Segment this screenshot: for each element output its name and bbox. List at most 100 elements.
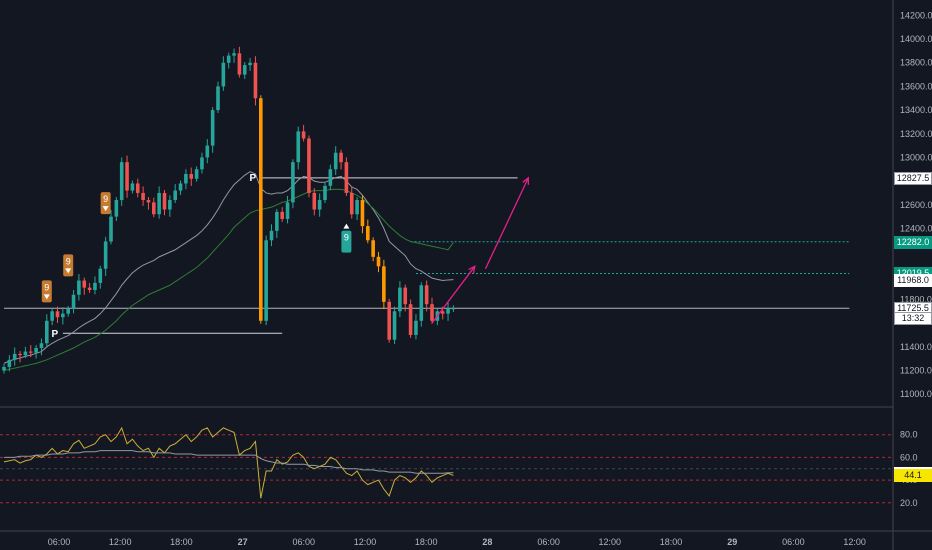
candle-body [168,200,172,210]
price-tick-label: 13800.0 [900,58,932,68]
price-tick-label: 11800.0 [900,294,932,304]
candle-body [93,282,97,290]
candle-body [71,294,76,309]
candle-body [339,152,343,163]
candle-body [253,62,258,99]
ema-line [3,171,454,364]
candle-body [184,174,188,184]
price-tick-label: 12600.0 [900,200,932,210]
candle-body [28,351,33,353]
candle-body [259,98,263,321]
time-tick-label: 18:00 [660,537,683,547]
candle-body [125,162,129,191]
pivot-high-label: P [249,173,256,184]
rsi-tick-label: 20.0 [900,498,918,508]
arrow-up-icon [343,223,350,229]
price-candles [2,46,456,374]
axis-tag-level-12827: 12827.5 [894,171,932,185]
candle-body [312,192,317,210]
arrow-down-icon [65,268,72,274]
candle-body [403,287,408,305]
td-nine-badge: 9 [63,254,74,277]
candle-body [451,308,456,310]
candle-body [376,256,381,267]
price-tick-label: 13600.0 [900,81,932,91]
time-tick-label: 28 [482,537,492,547]
candle-body [194,169,199,179]
candle-body [248,62,252,66]
axes: 14200.0 14000.0 13800.0 13600.0 13400.0 13200… [48,10,932,547]
price-tick-label: 13000.0 [900,152,932,162]
candle-body [23,351,28,356]
candle-body [264,240,268,321]
price-tick-label: 11400.0 [900,342,932,352]
arrow-head-icon [522,176,530,185]
candle-body [87,287,92,290]
price-tick-label: 14200.0 [900,10,932,20]
time-tick-label: 06:00 [782,537,805,547]
candle-body [360,200,365,227]
candle-body [419,285,424,321]
candle-body [152,202,156,215]
horizontal-levels[interactable] [4,177,850,334]
td-nine-badge: 9 [100,192,111,215]
pivot-low-label: P [52,329,59,340]
td-badge-label: 9 [103,194,108,204]
candle-body [317,200,322,210]
rsi-ma-line [4,450,454,474]
td-badge-label: 9 [66,256,71,266]
candle-body [157,192,161,215]
projection-arrow[interactable] [484,176,530,269]
candle-body [178,183,183,191]
time-tick-label: 12:00 [843,537,866,547]
candle-body [430,304,434,321]
sma-line [3,188,454,371]
candle-body [146,200,151,203]
td-badge-box [100,192,111,215]
td-nine-badge: 9 [41,280,52,303]
rsi-tick-label: 80.0 [900,430,918,440]
time-tick-label: 27 [238,537,248,547]
rsi-tick-label: 60.0 [900,452,918,462]
candle-body [2,366,6,371]
price-tick-label: 11000.0 [900,389,932,399]
arrow-head-icon [468,265,476,274]
candle-body [275,211,279,231]
time-tick-label: 12:00 [109,537,132,547]
candle-body [50,311,54,321]
candle-body [98,268,103,283]
price-tick-label: 13400.0 [900,105,932,115]
projection-arrows[interactable] [431,176,530,324]
candle-body [162,192,167,210]
td-badge-box [63,254,74,277]
candle-body [424,285,429,305]
axis-tag-rsi-value: 44.1 [894,469,932,483]
candle-body [12,353,17,360]
td-nine-badge: 9 [341,223,352,253]
candle-body [66,308,70,314]
overlay-markers: P P 9 9 9 9 [41,173,352,340]
rsi-pane [0,426,893,504]
arrow-shaft [484,177,529,269]
arrow-shaft [431,265,476,324]
candle-body [387,301,391,340]
candle-body [119,162,124,201]
candle-body [414,320,418,335]
candle-body [280,211,284,219]
candle-body [61,313,65,318]
time-tick-label: 06:00 [537,537,560,547]
candle-body [349,192,354,215]
td-badge-label: 9 [44,282,49,292]
candle-body [398,287,402,312]
time-tick-label: 18:00 [170,537,193,547]
candle-body [18,353,22,356]
axis-tag-ma-11968: 11968.0 [894,273,932,287]
candle-body [216,86,220,111]
candle-body [307,138,311,193]
candle-body [135,183,140,193]
moving-averages [3,171,454,371]
projection-arrow[interactable] [431,265,476,324]
time-tick-label: 29 [727,537,737,547]
